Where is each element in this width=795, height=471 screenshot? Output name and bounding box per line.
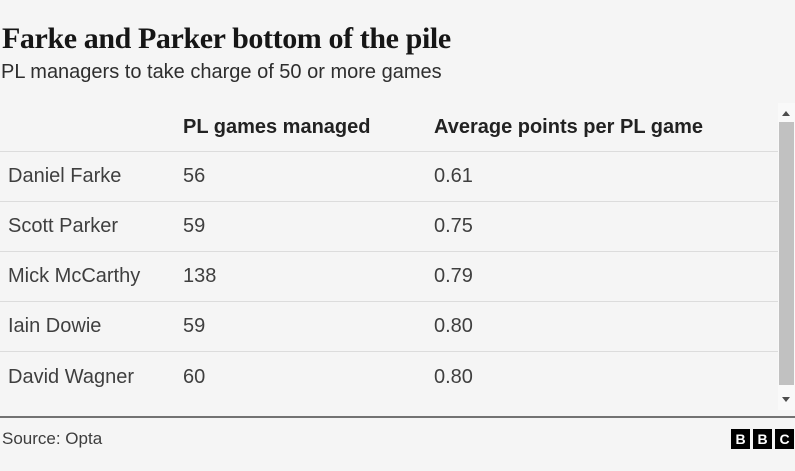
bbc-logo: B B C [731,429,794,449]
avg-points-cell: 0.80 [434,315,473,337]
bbc-logo-letter: B [731,429,750,449]
avg-points-cell: 0.75 [434,215,473,237]
scrollbar-up-icon[interactable] [782,111,790,116]
table-row: Iain Dowie 59 0.80 [0,302,778,352]
column-header-avg-points: Average points per PL game [434,115,703,138]
table-row: David Wagner 60 0.80 [0,352,778,402]
manager-name-cell: Mick McCarthy [8,265,141,287]
manager-name-cell: Scott Parker [8,215,119,237]
page-subtitle: PL managers to take charge of 50 or more… [1,61,442,83]
footer-divider [0,416,795,418]
games-cell: 59 [183,215,206,237]
source-credit: Source: Opta [2,429,103,448]
games-cell: 56 [183,165,206,187]
scrollbar-down-icon[interactable] [782,397,790,402]
avg-points-cell: 0.61 [434,165,473,187]
games-cell: 138 [183,265,217,287]
manager-name-cell: David Wagner [8,365,134,388]
page-title: Farke and Parker bottom of the pile [2,22,451,55]
table-scrollbar[interactable] [778,103,795,410]
games-cell: 60 [183,365,206,388]
games-cell: 59 [183,315,206,337]
table-row: Mick McCarthy 138 0.79 [0,252,778,302]
table-row: Scott Parker 59 0.75 [0,202,778,252]
avg-points-cell: 0.80 [434,365,473,388]
avg-points-cell: 0.79 [434,265,473,287]
manager-name-cell: Daniel Farke [8,165,122,187]
bbc-logo-letter: B [753,429,772,449]
managers-table: PL games managed Average points per PL g… [0,103,778,402]
table-row: Daniel Farke 56 0.61 [0,152,778,202]
column-header-games: PL games managed [183,115,371,138]
table-header-row: PL games managed Average points per PL g… [0,103,778,152]
scrollbar-thumb[interactable] [779,122,794,385]
manager-name-cell: Iain Dowie [8,315,102,337]
bbc-logo-letter: C [775,429,794,449]
